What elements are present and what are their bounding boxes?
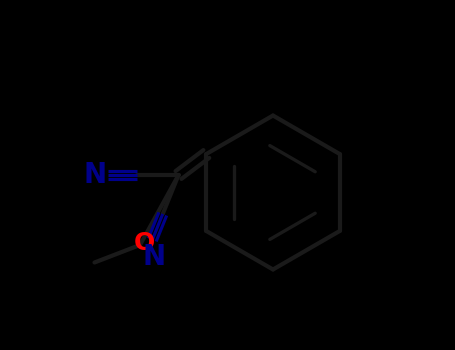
Text: O: O — [134, 231, 155, 255]
Text: N: N — [84, 161, 107, 189]
Text: N: N — [142, 243, 166, 271]
